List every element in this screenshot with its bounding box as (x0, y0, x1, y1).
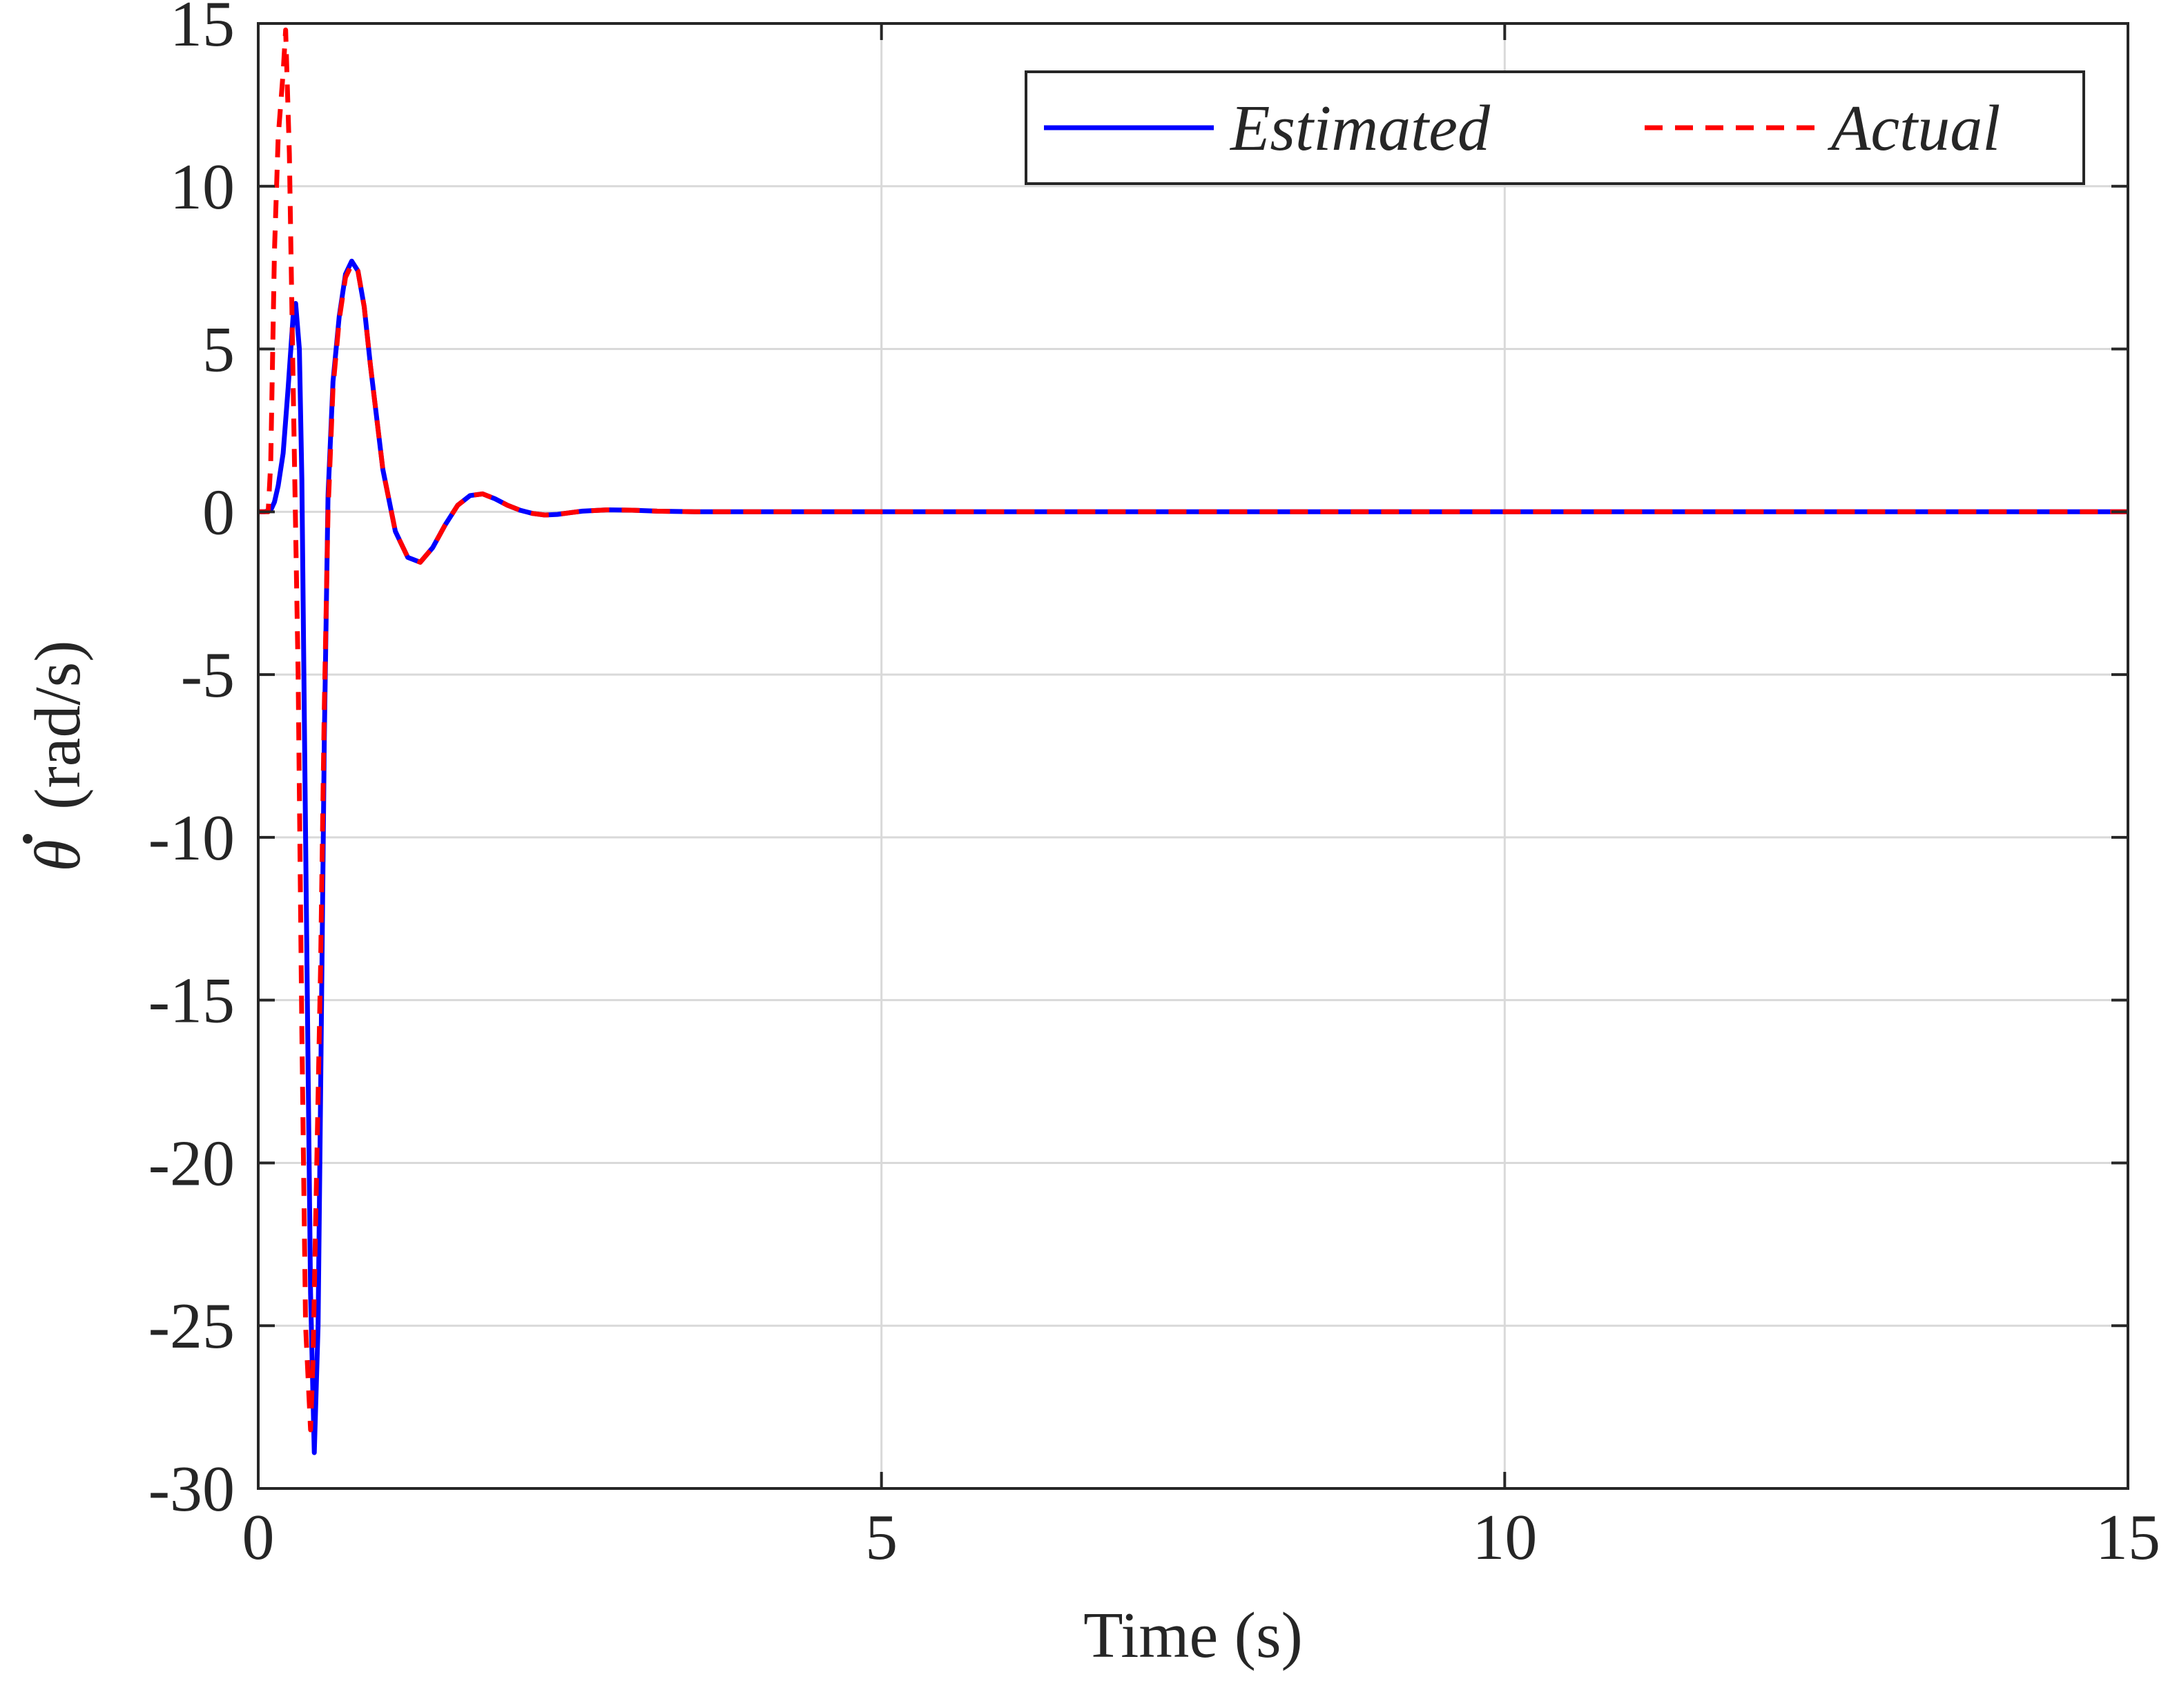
y-tick-label: 0 (202, 476, 235, 548)
legend-label-actual: Actual (1827, 93, 2000, 164)
y-axis-label-dot (23, 834, 32, 844)
x-tick-label: 5 (865, 1502, 898, 1573)
y-tick-label: 10 (170, 151, 235, 223)
ticks (257, 22, 2129, 1490)
y-axis-label-symbol: θ (22, 840, 94, 871)
y-tick-label: 5 (202, 314, 235, 386)
svg-text:θ (rad/s): θ (rad/s) (22, 640, 94, 871)
x-tick-label: 15 (2096, 1502, 2160, 1573)
y-tick-label: -30 (148, 1453, 235, 1525)
y-tick-label: -5 (181, 639, 235, 711)
plot-area-frame (257, 22, 2129, 1490)
y-axis-label: θ (rad/s) (22, 640, 94, 871)
y-tick-label: 15 (170, 0, 235, 60)
y-tick-label: -10 (148, 802, 235, 874)
y-tick-label: -25 (148, 1290, 235, 1362)
x-tick-label: 10 (1472, 1502, 1537, 1573)
series-line-estimated (258, 258, 2128, 1455)
x-tick-label: 0 (242, 1502, 275, 1573)
legend: Estimated Actual (1025, 70, 2085, 185)
series-group (258, 27, 2128, 1455)
series-line-actual (258, 27, 2128, 1433)
x-axis-label: Time (s) (1083, 1600, 1303, 1671)
y-tick-label: -15 (148, 965, 235, 1037)
y-tick-label: -20 (148, 1127, 235, 1199)
tick-labels: 0 5 10 15 -30 -25 -20 -15 -10 -5 0 5 10 15 (148, 0, 2160, 1573)
legend-label-estimated: Estimated (1229, 93, 1491, 164)
y-axis-label-units: (rad/s) (22, 640, 94, 809)
